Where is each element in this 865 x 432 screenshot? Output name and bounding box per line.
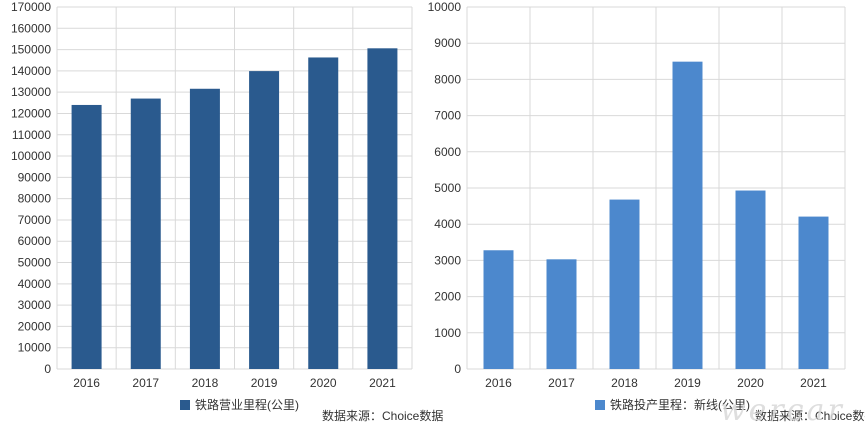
y-tick-label: 5000 — [434, 181, 461, 195]
y-tick-label: 100000 — [11, 149, 51, 163]
x-tick-label: 2016 — [485, 376, 512, 390]
y-tick-label: 50000 — [18, 256, 52, 270]
left-chart-panel: 0 10000 20000 30000 40000 50000 60000 70000 8000… — [11, 0, 443, 423]
bar-2021 — [367, 48, 398, 370]
y-tick-label: 110000 — [12, 128, 51, 142]
y-tick-label: 60000 — [18, 234, 52, 248]
y-tick-label: 80000 — [18, 192, 52, 206]
y-tick-label: 120000 — [11, 106, 51, 120]
x-tick-label: 2017 — [548, 376, 575, 390]
x-tick-label: 2018 — [611, 376, 638, 390]
x-tick-label: 2021 — [800, 376, 827, 390]
y-tick-label: 0 — [44, 362, 51, 376]
x-tick-label: 2018 — [192, 376, 219, 390]
bar-2017 — [130, 98, 161, 370]
y-tick-label: 7000 — [434, 109, 461, 123]
y-tick-label: 160000 — [11, 21, 51, 35]
bar-2020 — [308, 57, 339, 369]
y-tick-label: 10000 — [428, 0, 462, 14]
y-tick-label: 9000 — [434, 36, 461, 50]
x-tick-label: 2019 — [251, 376, 278, 390]
bar-2018 — [189, 88, 220, 369]
source-note: 数据来源：Choice数据 — [322, 408, 443, 423]
y-tick-label: 0 — [454, 362, 461, 376]
x-tick-label: 2016 — [73, 376, 100, 390]
y-tick-label: 20000 — [18, 319, 52, 333]
y-tick-label: 170000 — [11, 0, 51, 14]
bar-2021 — [798, 216, 829, 369]
bar-2018 — [609, 199, 640, 369]
y-tick-label: 6000 — [434, 145, 461, 159]
y-tick-label: 70000 — [18, 213, 52, 227]
bar-2017 — [546, 259, 577, 369]
source-note: 数据来源：Choice数据 — [755, 408, 865, 423]
watermark-text: wercar — [720, 393, 845, 428]
x-tick-label: 2019 — [674, 376, 701, 390]
y-tick-label: 140000 — [11, 64, 51, 78]
legend-swatch — [595, 400, 605, 410]
bar-2019 — [672, 61, 703, 370]
y-tick-label: 8000 — [434, 72, 461, 86]
bar-2020 — [735, 190, 766, 369]
y-tick-label: 30000 — [18, 298, 52, 312]
x-tick-label: 2017 — [132, 376, 159, 390]
y-tick-label: 3000 — [434, 253, 461, 267]
bar-2016 — [483, 250, 514, 369]
x-tick-label: 2020 — [737, 376, 764, 390]
x-tick-label: 2020 — [310, 376, 337, 390]
legend-label: 铁路营业里程(公里) — [195, 397, 299, 412]
bar-2016 — [71, 104, 102, 369]
y-tick-label: 4000 — [434, 217, 461, 231]
y-tick-label: 2000 — [434, 290, 461, 304]
y-tick-label: 150000 — [11, 43, 51, 57]
y-tick-label: 10000 — [18, 341, 52, 355]
y-tick-label: 1000 — [434, 326, 461, 340]
x-tick-label: 2021 — [369, 376, 396, 390]
legend-label: 铁路投产里程：新线(公里) — [610, 397, 750, 412]
y-tick-label: 40000 — [18, 277, 52, 291]
bar-2019 — [249, 71, 280, 370]
y-tick-label: 130000 — [11, 85, 51, 99]
right-chart-panel: 0 1000 2000 3000 4000 5000 6000 7000 8000 9000 100… — [428, 0, 865, 423]
legend-swatch — [180, 400, 190, 410]
y-tick-label: 90000 — [18, 170, 52, 184]
